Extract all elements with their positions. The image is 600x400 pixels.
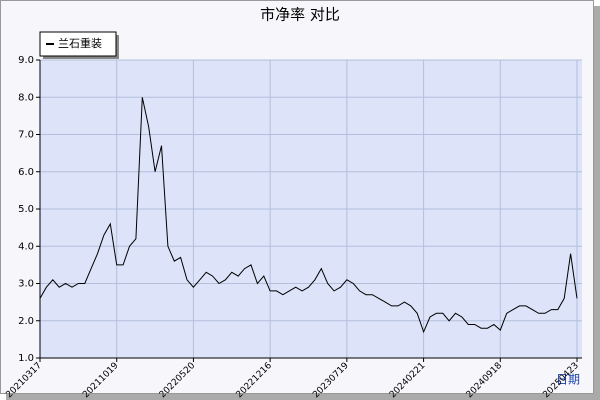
y-tick-label: 1.0 bbox=[18, 353, 34, 364]
y-tick-label: 2.0 bbox=[18, 316, 34, 327]
y-tick-label: 9.0 bbox=[18, 55, 34, 66]
y-tick-label: 5.0 bbox=[18, 204, 34, 215]
y-tick-label: 7.0 bbox=[18, 130, 34, 141]
y-tick-label: 3.0 bbox=[18, 279, 34, 290]
shadow bbox=[6, 394, 600, 400]
y-tick-label: 8.0 bbox=[18, 92, 34, 103]
y-tick-label: 6.0 bbox=[18, 167, 34, 178]
legend-label: 兰石重装 bbox=[58, 36, 102, 50]
line bbox=[39, 97, 578, 334]
shadow bbox=[594, 6, 600, 400]
x-axis-label: 日期 bbox=[556, 373, 580, 387]
chart-title: 市净率 对比 bbox=[260, 6, 340, 24]
y-tick-label: 4.0 bbox=[18, 241, 34, 252]
